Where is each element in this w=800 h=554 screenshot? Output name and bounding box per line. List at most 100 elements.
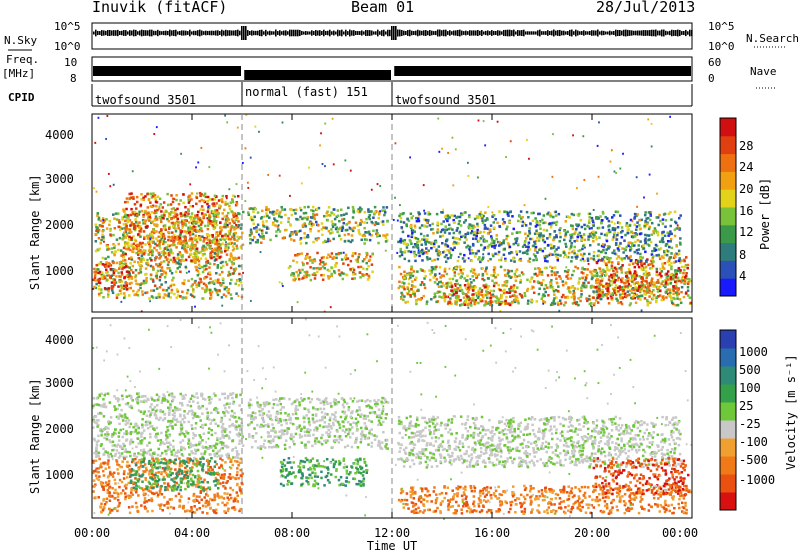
heatmap-cell — [471, 230, 473, 233]
heatmap-cell — [451, 294, 454, 297]
heatmap-cell — [136, 253, 140, 257]
heatmap-cell — [642, 289, 646, 293]
heatmap-cell — [124, 252, 127, 256]
heatmap-cell — [215, 232, 218, 236]
heatmap-cell — [650, 145, 653, 148]
heatmap-cell — [170, 271, 174, 275]
heatmap-cell — [474, 298, 477, 302]
heatmap-cell — [415, 219, 419, 223]
heatmap-cell — [621, 247, 624, 250]
heatmap-cell — [415, 244, 418, 247]
heatmap-cell — [202, 244, 205, 248]
heatmap-cell — [208, 288, 212, 292]
heatmap-cell — [680, 290, 683, 294]
heatmap-cell — [541, 236, 545, 239]
heatmap-cell — [92, 278, 95, 282]
heatmap-cell — [196, 269, 200, 273]
heatmap-cell — [130, 256, 133, 259]
heatmap-cell — [477, 216, 480, 219]
heatmap-cell — [587, 225, 591, 229]
freq-tick-bottom: 8 — [70, 72, 77, 85]
heatmap-cell — [618, 221, 622, 225]
heatmap-cell — [644, 211, 647, 214]
heatmap-cell — [125, 197, 129, 200]
heatmap-cell — [178, 250, 182, 254]
heatmap-cell — [93, 187, 95, 190]
heatmap-cell — [664, 249, 668, 253]
heatmap-cell — [427, 211, 430, 214]
heatmap-cell — [260, 236, 263, 239]
heatmap-cell — [479, 293, 483, 296]
heatmap-cell — [660, 298, 664, 302]
heatmap-cell — [650, 253, 654, 256]
heatmap-cell — [498, 210, 501, 213]
heatmap-cell — [235, 200, 239, 204]
heatmap-cell — [241, 161, 244, 164]
heatmap-cell — [182, 193, 185, 196]
heatmap-cell — [334, 265, 337, 268]
heatmap-cell — [456, 259, 460, 263]
heatmap-cell — [337, 252, 340, 256]
heatmap-cell — [495, 281, 498, 285]
heatmap-cell — [557, 246, 560, 249]
heatmap-cell — [119, 249, 123, 252]
heatmap-cell — [127, 270, 131, 274]
heatmap-cell — [305, 275, 308, 279]
heatmap-cell — [433, 274, 437, 278]
heatmap-cell — [397, 286, 401, 290]
heatmap-cell — [120, 280, 124, 283]
heatmap-cell — [158, 295, 161, 299]
heatmap-cell — [159, 218, 163, 221]
heatmap-cell — [378, 234, 381, 238]
nsky-sample — [231, 30, 233, 36]
heatmap-cell — [478, 230, 481, 234]
heatmap-cell — [490, 303, 494, 307]
heatmap-cell — [179, 232, 182, 235]
heatmap-cell — [647, 271, 651, 275]
heatmap-cell — [446, 249, 449, 252]
heatmap-cell — [104, 271, 108, 274]
heatmap-cell — [470, 224, 473, 227]
heatmap-cell — [551, 175, 554, 178]
heatmap-cell — [187, 226, 190, 230]
heatmap-cell — [416, 237, 420, 241]
heatmap-cell — [500, 296, 503, 300]
nsky-sample — [565, 31, 567, 35]
heatmap-cell — [417, 219, 421, 223]
heatmap-cell — [327, 277, 331, 280]
heatmap-cell — [456, 294, 459, 298]
heatmap-cell — [663, 262, 667, 265]
heatmap-cell — [149, 257, 152, 260]
heatmap-cell — [413, 224, 417, 228]
heatmap-cell — [542, 214, 546, 217]
heatmap-cell — [675, 279, 679, 283]
heatmap-cell — [471, 285, 474, 289]
heatmap-cell — [196, 192, 198, 195]
heatmap-cell — [354, 258, 358, 262]
nsky-sample — [137, 31, 139, 35]
heatmap-cell — [218, 273, 222, 276]
heatmap-cell — [414, 236, 418, 240]
heatmap-cell — [665, 272, 669, 276]
nsky-sample — [327, 30, 329, 36]
heatmap-cell — [550, 273, 554, 277]
heatmap-cell — [468, 214, 471, 217]
heatmap-cell — [578, 231, 582, 235]
nsky-sample — [633, 30, 635, 36]
heatmap-cell — [526, 278, 529, 282]
heatmap-cell — [514, 297, 518, 300]
heatmap-cell — [467, 288, 471, 291]
heatmap-cell — [512, 256, 515, 260]
heatmap-cell — [128, 228, 132, 231]
heatmap-cell — [525, 249, 529, 253]
heatmap-cell — [543, 300, 547, 304]
heatmap-cell — [128, 235, 131, 239]
heatmap-cell — [447, 217, 450, 220]
nsky-sample — [475, 30, 477, 36]
nsky-sample — [587, 31, 589, 35]
heatmap-cell — [207, 205, 211, 208]
cpid-label: CPID — [8, 91, 35, 104]
heatmap-cell — [150, 230, 154, 234]
heatmap-cell — [154, 215, 158, 218]
heatmap-cell — [150, 249, 154, 252]
